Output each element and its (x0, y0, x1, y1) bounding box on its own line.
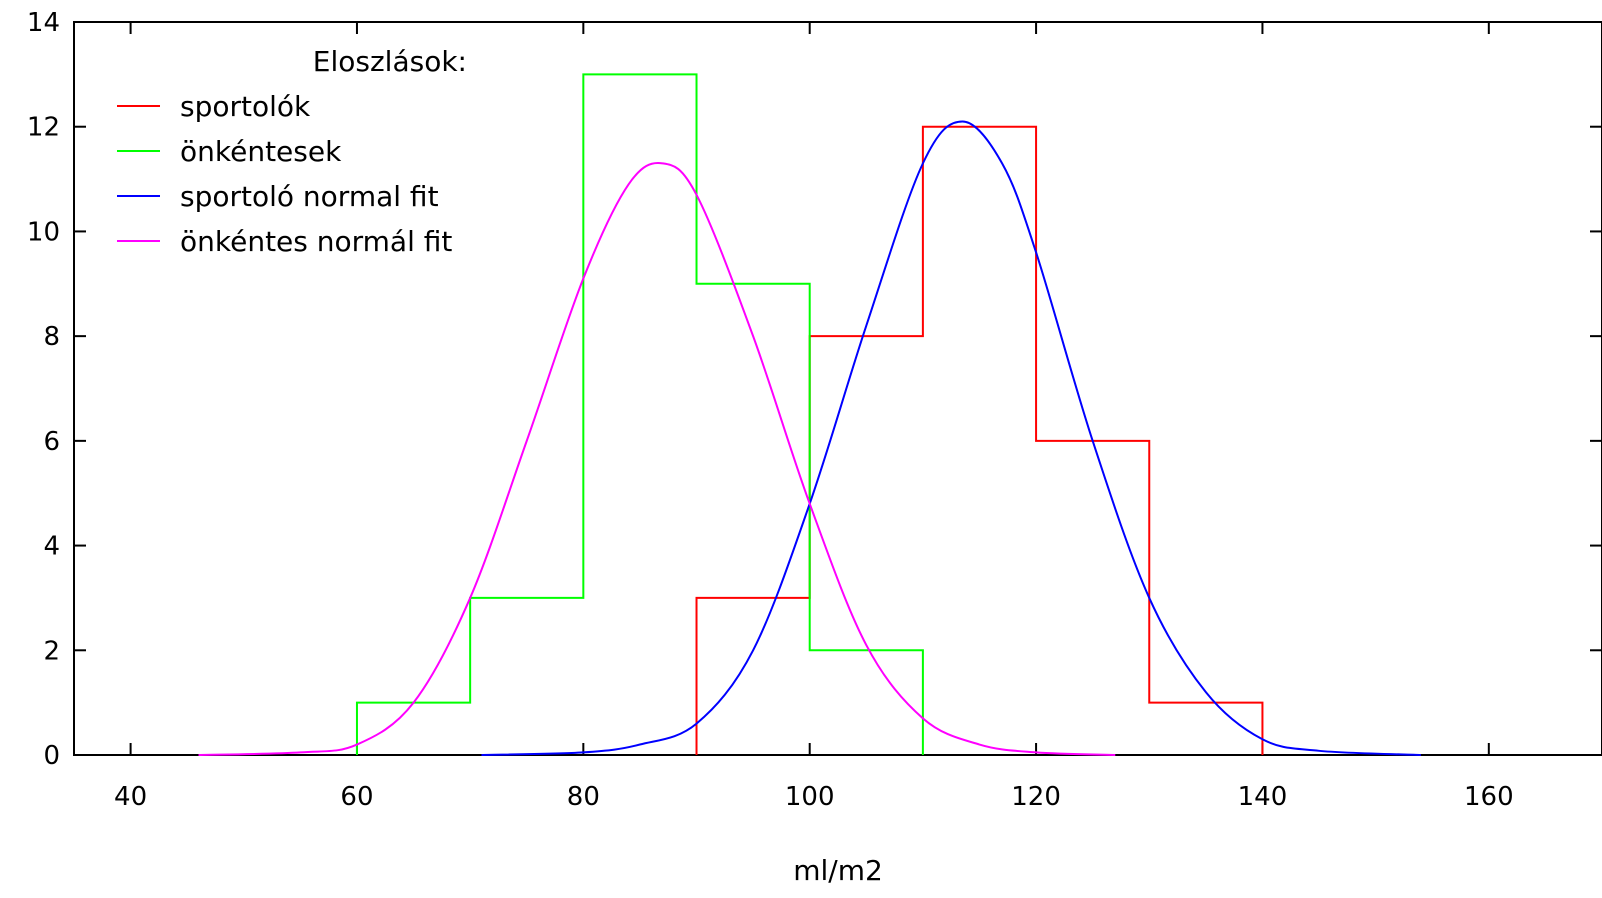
legend-title: Eloszlások: (313, 45, 467, 78)
y-tick-label: 0 (43, 741, 60, 771)
series-layer (198, 73, 1421, 756)
x-tick-label: 40 (114, 782, 147, 812)
y-tick-label: 10 (27, 217, 60, 247)
x-tick-label: 80 (567, 782, 600, 812)
x-tick-label: 120 (1011, 782, 1061, 812)
x-tick-label: 100 (785, 782, 835, 812)
y-tick-label: 4 (43, 532, 60, 562)
x-tick-label: 140 (1238, 782, 1288, 812)
legend-label: önkéntes normál fit (180, 225, 452, 258)
series-2-curve (481, 120, 1421, 756)
y-tick-label: 6 (43, 427, 60, 457)
y-tick-label: 12 (27, 113, 60, 143)
plot-area (73, 21, 1602, 756)
y-tick-label: 8 (43, 322, 60, 352)
legend-label: sportoló normal fit (180, 180, 439, 213)
legend-label: sportolók (180, 90, 311, 123)
legend: Eloszlások: sportolók önkéntesek sportoló … (117, 45, 467, 258)
y-tick-label: 14 (27, 8, 60, 38)
series-1-histogram (355, 73, 924, 755)
series-0-histogram (695, 125, 1264, 755)
legend-label: önkéntesek (180, 135, 342, 168)
x-tick-label: 160 (1464, 782, 1514, 812)
x-axis-label: ml/m2 (793, 854, 883, 887)
x-tick-label: 60 (340, 782, 373, 812)
series-3-curve (198, 161, 1116, 756)
axes: 40 60 80 100 120 140 160 0 2 4 6 8 10 12 14 (27, 8, 1602, 812)
y-tick-label: 2 (43, 636, 60, 666)
